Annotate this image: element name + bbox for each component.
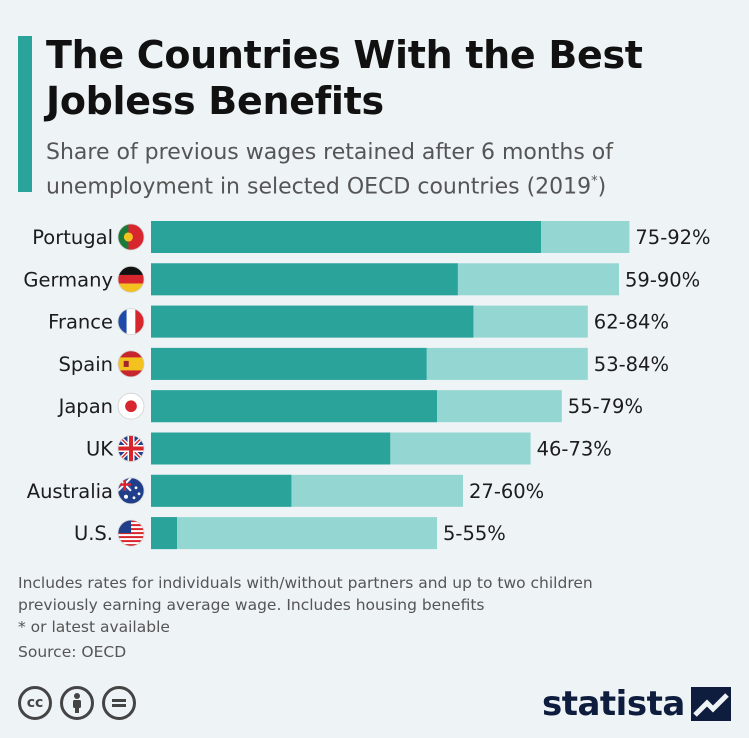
bar-range-low bbox=[151, 263, 458, 296]
category-label: France bbox=[48, 311, 113, 334]
footnotes: Includes rates for individuals with/with… bbox=[18, 572, 718, 663]
value-label: 55-79% bbox=[568, 395, 643, 418]
japan-flag-icon bbox=[117, 392, 145, 420]
category-label: UK bbox=[86, 438, 114, 461]
category-label: Australia bbox=[27, 480, 113, 503]
bar-range-low bbox=[151, 390, 437, 423]
portugal-flag-icon bbox=[117, 223, 145, 251]
value-label: 5-55% bbox=[443, 522, 506, 545]
france-flag-icon bbox=[117, 308, 145, 335]
bar-chart: Portugal 75-92% Germany 59-90% France 62-84% S… bbox=[23, 221, 711, 550]
value-label: 53-84% bbox=[594, 353, 669, 376]
chart-subtitle: Share of previous wages retained after 6… bbox=[46, 138, 706, 201]
bar-range-low bbox=[151, 221, 541, 253]
category-label: Germany bbox=[23, 268, 113, 291]
bar-range-low bbox=[151, 517, 177, 550]
bar-range-low bbox=[151, 305, 474, 338]
subtitle-close: ) bbox=[597, 174, 607, 200]
category-label: Portugal bbox=[32, 226, 113, 249]
australia-flag-icon bbox=[117, 477, 145, 505]
subtitle-text: Share of previous wages retained after 6… bbox=[46, 140, 614, 200]
value-label: 75-92% bbox=[635, 226, 710, 249]
logo-text: statista bbox=[542, 684, 685, 724]
footnote-line-3: * or latest available bbox=[18, 618, 170, 636]
value-label: 46-73% bbox=[537, 438, 612, 461]
bar-range-low bbox=[151, 347, 427, 380]
value-label: 62-84% bbox=[594, 311, 669, 334]
attribution-icon[interactable] bbox=[60, 686, 94, 720]
bar-range-low bbox=[151, 474, 292, 507]
accent-bar bbox=[18, 36, 32, 192]
bar-range-low bbox=[151, 432, 391, 465]
no-derivatives-icon[interactable] bbox=[102, 686, 136, 720]
cc-icon[interactable]: cc bbox=[18, 686, 52, 720]
footnote-line-2: previously earning average wage. Include… bbox=[18, 596, 485, 614]
statista-logo-icon bbox=[690, 687, 731, 721]
statista-logo[interactable]: statista bbox=[542, 684, 731, 724]
bar-range-high bbox=[151, 517, 437, 550]
footnote-line-1: Includes rates for individuals with/with… bbox=[18, 574, 593, 592]
germany-flag-icon bbox=[117, 265, 145, 293]
license-icons: cc bbox=[18, 686, 136, 720]
chart-title: The Countries With the Best Jobless Bene… bbox=[46, 33, 643, 123]
uk-flag-icon bbox=[117, 435, 145, 462]
us-flag-icon bbox=[117, 519, 145, 547]
spain-flag-icon bbox=[117, 350, 145, 378]
category-label: U.S. bbox=[74, 522, 113, 545]
category-label: Japan bbox=[57, 395, 113, 418]
category-label: Spain bbox=[59, 353, 113, 376]
source-note: Source: OECD bbox=[18, 643, 127, 661]
subtitle-asterisk: * bbox=[591, 174, 598, 189]
value-label: 59-90% bbox=[625, 268, 700, 291]
value-label: 27-60% bbox=[469, 480, 544, 503]
